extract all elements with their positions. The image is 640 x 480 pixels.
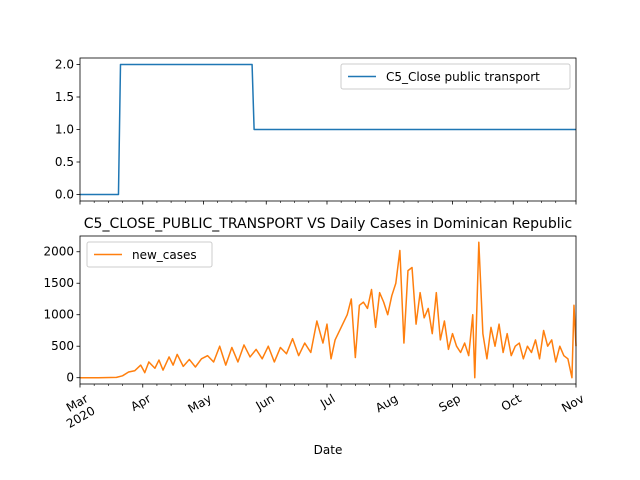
y-tick-label: 2000 (43, 245, 74, 259)
y-tick-label: 2.0 (55, 58, 74, 72)
series-line-c5-close-public-transport (80, 63, 576, 196)
x-tick-label: Jun (253, 391, 277, 413)
top-series-lines (80, 63, 576, 196)
bottom-legend: new_cases (86, 241, 213, 268)
y-tick-label: 1500 (43, 276, 74, 290)
x-tick-label-text: Jul (317, 391, 337, 411)
y-tick-label: 0.0 (55, 188, 74, 202)
x-tick-label: Aug (373, 391, 400, 415)
x-tick-label: Nov (559, 391, 586, 415)
x-tick-label: Sep (436, 391, 463, 414)
y-tick-label: 1000 (43, 308, 74, 322)
top-subplot: 0.0 0.5 1.0 1.5 2.0 C5_Close public transpor… (55, 57, 577, 205)
x-tick-label-text: Aug (373, 391, 400, 415)
top-legend: C5_Close public transport (340, 63, 571, 90)
top-legend-label: C5_Close public transport (386, 70, 540, 84)
x-tick-label-text: Jun (253, 391, 277, 413)
y-tick-label: 0 (66, 371, 74, 385)
y-tick-label: 0.5 (55, 155, 74, 169)
bottom-axes-frame (79, 235, 577, 385)
y-tick-label: 1.0 (55, 123, 74, 137)
x-tick-label-text: Nov (559, 391, 586, 415)
bottom-series-lines (80, 241, 577, 379)
bottom-legend-box (86, 241, 213, 268)
x-tick-label-text: Sep (436, 391, 463, 414)
x-tick-label: May (186, 391, 214, 416)
top-axes-frame (79, 57, 577, 202)
bottom-y-ticks: 0 500 1000 1500 2000 (43, 245, 80, 385)
x-tick-label: Jul (317, 391, 337, 411)
x-tick-label-text: Oct (499, 391, 524, 414)
x-tick-label: Oct (499, 391, 524, 414)
x-tick-label-text: Apr (128, 391, 153, 414)
x-tick-label: Apr (128, 391, 153, 414)
y-tick-label: 1.5 (55, 90, 74, 104)
series-line-new-cases (80, 241, 577, 379)
top-y-ticks: 0.0 0.5 1.0 1.5 2.0 (55, 58, 80, 202)
bottom-chart-title: C5_CLOSE_PUBLIC_TRANSPORT VS Daily Cases… (84, 216, 572, 232)
top-legend-box (340, 63, 571, 90)
x-axis-label: Date (314, 443, 343, 457)
y-tick-label: 500 (51, 339, 74, 353)
top-x-ticks (79, 201, 577, 205)
bottom-legend-label: new_cases (132, 248, 197, 262)
x-tick-label-text: May (186, 391, 214, 416)
